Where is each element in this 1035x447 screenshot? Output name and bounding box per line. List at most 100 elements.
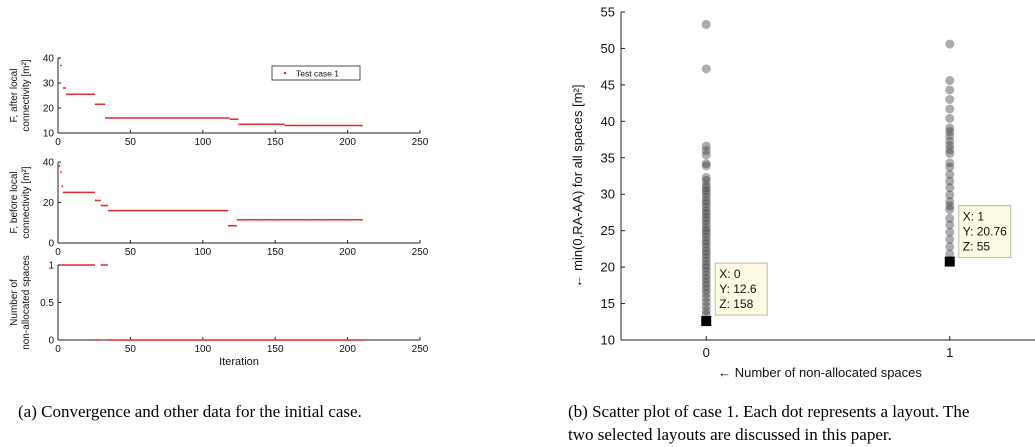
data-point-middle — [272, 218, 275, 221]
data-point-bottom — [287, 339, 290, 341]
data-point-top — [70, 93, 72, 96]
data-point-top — [113, 117, 116, 119]
data-point-middle — [287, 218, 290, 221]
data-point-top — [297, 124, 300, 127]
data-point-middle — [320, 218, 323, 221]
data-point-top — [157, 117, 159, 119]
data-point-middle — [232, 224, 235, 227]
data-point-middle — [117, 209, 120, 212]
data-point-top — [348, 124, 350, 127]
data-point-bottom — [258, 339, 261, 341]
data-point-top — [314, 124, 317, 127]
data-point-middle — [240, 218, 243, 221]
data-point-top — [154, 117, 156, 119]
data-point-top — [148, 117, 151, 119]
data-point-middle — [209, 209, 211, 212]
data-point-top — [294, 124, 297, 127]
data-point-middle — [259, 218, 262, 221]
data-point-bottom — [327, 339, 330, 341]
data-point-top — [175, 117, 178, 119]
data-point-bottom — [342, 339, 345, 341]
data-point-top — [282, 123, 285, 126]
data-point-bottom — [227, 339, 230, 341]
y-axis-label-right: ← min(0,RA-AA) for all spaces [m²] — [570, 85, 585, 288]
data-point-top — [322, 124, 324, 127]
data-point-top — [106, 117, 109, 119]
data-point-bottom — [225, 339, 227, 341]
data-point-top — [174, 117, 177, 119]
data-point-bottom — [256, 339, 259, 341]
data-point-bottom — [207, 339, 210, 341]
data-point-middle — [238, 218, 240, 221]
data-point-bottom — [64, 264, 67, 266]
data-point-bottom — [209, 339, 211, 341]
data-point-top — [232, 118, 235, 121]
data-point-middle — [236, 218, 239, 221]
y-tick-label-right: 20 — [601, 260, 615, 275]
data-point-middle — [303, 218, 306, 221]
data-point-top — [301, 124, 304, 127]
data-point-middle — [309, 218, 311, 221]
data-point-right — [701, 281, 711, 291]
data-point-middle — [311, 218, 314, 221]
data-point-top — [74, 93, 77, 96]
data-point-top — [230, 118, 233, 121]
data-point-top — [323, 124, 326, 127]
data-point-middle — [214, 209, 217, 212]
data-point-top — [201, 117, 204, 119]
caption-a: (a) Convergence and other data for the i… — [18, 400, 498, 423]
data-point-bottom — [284, 339, 287, 341]
data-point-bottom — [358, 339, 361, 341]
data-point-top — [161, 117, 164, 119]
data-point-middle — [361, 218, 363, 221]
data-point-middle — [356, 218, 359, 221]
data-point-top — [268, 123, 271, 126]
data-point-bottom — [351, 339, 353, 341]
data-point-right — [945, 145, 955, 155]
data-point-middle — [322, 218, 324, 221]
data-point-middle — [88, 191, 91, 194]
data-point-top — [138, 117, 140, 119]
data-point-bottom — [100, 264, 103, 266]
data-point-bottom — [168, 339, 171, 341]
data-point-middle — [251, 218, 253, 221]
data-point-bottom — [110, 339, 113, 341]
data-point-bottom — [194, 339, 197, 341]
data-point-right — [701, 270, 711, 280]
data-point-top — [190, 117, 193, 119]
data-point-top — [275, 123, 278, 126]
data-point-right — [701, 274, 711, 284]
data-point-bottom — [236, 339, 239, 341]
data-point-middle — [84, 191, 87, 194]
data-point-middle — [87, 191, 90, 194]
data-point-bottom — [291, 339, 294, 341]
data-point-top — [100, 103, 103, 106]
y-axis-label-middle: connectivity [m²] — [21, 166, 32, 238]
data-point-middle — [180, 209, 182, 212]
data-point-bottom — [232, 339, 235, 341]
data-point-top — [343, 124, 346, 127]
data-point-top — [281, 123, 284, 126]
data-point-middle — [355, 218, 358, 221]
data-point-bottom — [178, 339, 181, 341]
data-point-top — [90, 93, 93, 96]
data-point-middle — [168, 209, 171, 212]
data-point-middle — [143, 209, 146, 212]
data-point-top — [219, 117, 222, 119]
data-point-bottom — [201, 339, 204, 341]
data-point-middle — [165, 209, 168, 212]
data-point-middle — [301, 218, 304, 221]
data-point-top — [96, 103, 98, 106]
data-point-bottom — [345, 339, 348, 341]
data-point-middle — [326, 218, 329, 221]
data-point-right — [701, 223, 711, 233]
data-point-top — [254, 123, 256, 126]
data-point-top — [330, 124, 333, 127]
data-point-middle — [269, 218, 272, 221]
data-point-bottom — [217, 339, 220, 341]
data-point-top — [353, 124, 356, 127]
data-point-middle — [285, 218, 288, 221]
data-point-middle — [252, 218, 255, 221]
data-point-top — [200, 117, 203, 119]
